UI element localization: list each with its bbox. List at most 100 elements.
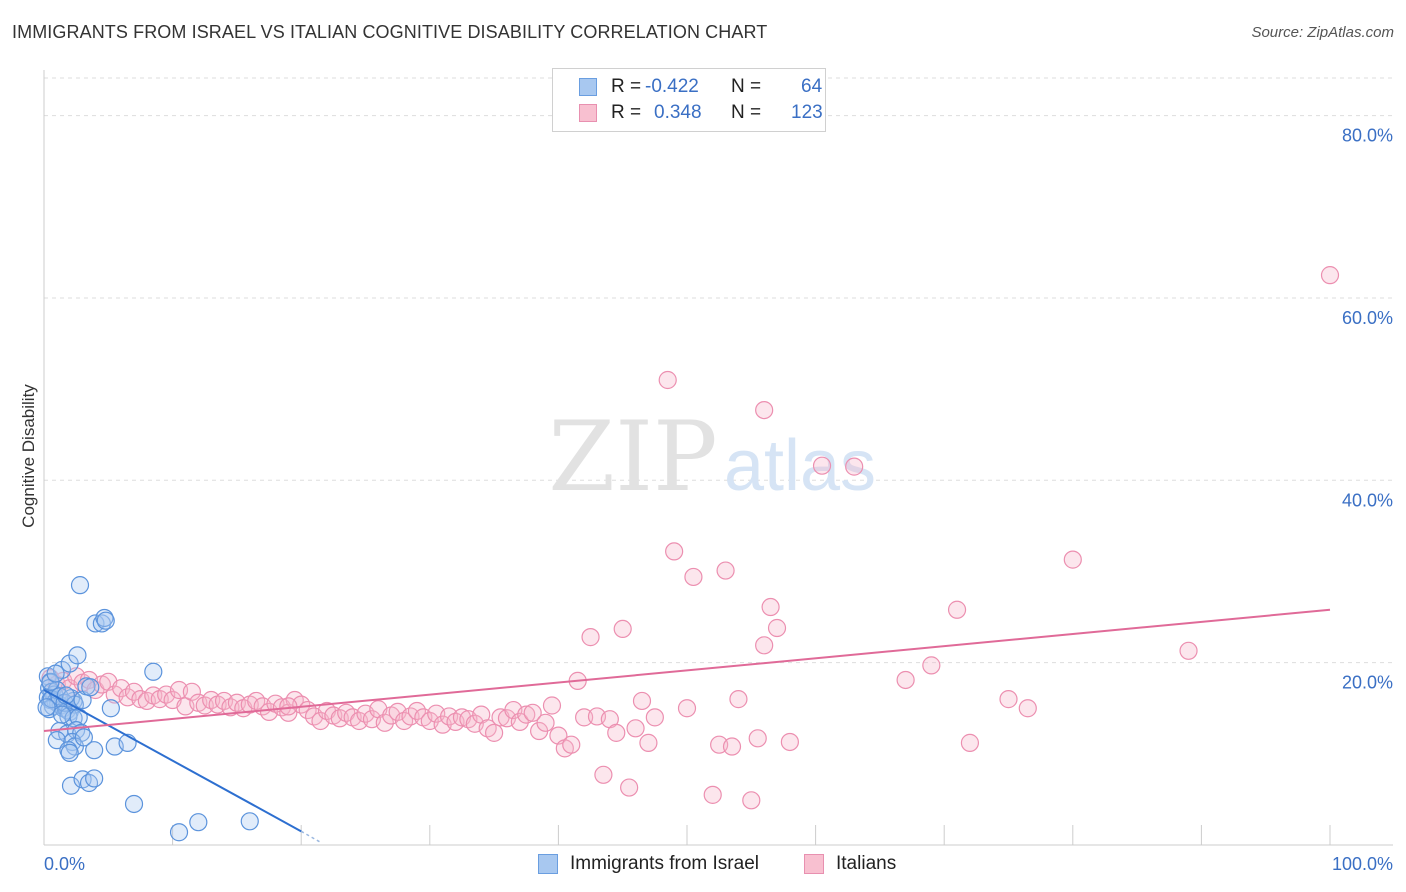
italians-point — [677, 699, 697, 718]
chart-title: IMMIGRANTS FROM ISRAEL VS ITALIAN COGNIT… — [12, 22, 768, 42]
series-italians — [41, 266, 1340, 810]
legend-swatch-pink — [579, 104, 597, 122]
italians-point — [722, 737, 742, 756]
legend-swatch-blue — [579, 78, 597, 96]
italians-point — [182, 682, 201, 701]
italians-point — [626, 719, 645, 738]
italians-point — [575, 708, 594, 727]
legend-n-value: 64 — [801, 76, 823, 97]
italians-point — [632, 691, 652, 711]
italians-point — [645, 708, 664, 727]
bottom-legend-label-israel: Immigrants from Israel — [570, 853, 759, 874]
italians-point — [767, 618, 787, 638]
italians-point — [517, 705, 536, 724]
source-label: Source: ZipAtlas.com — [1251, 24, 1394, 41]
bottom-legend-label-italians: Italians — [836, 853, 897, 874]
legend-r-value: -0.422 — [645, 76, 699, 97]
israel-point — [81, 678, 100, 697]
israel-trend-extension — [300, 830, 321, 843]
italians-point — [947, 600, 967, 619]
italians-point — [999, 690, 1018, 709]
y-tick-label: 80.0% — [1342, 126, 1393, 146]
bottom-legend-swatch-blue — [538, 854, 558, 874]
italians-point — [845, 457, 864, 476]
italians-point — [755, 400, 774, 420]
correlation-legend: R = -0.422 N = 64 R = 0.348 N = 123 — [552, 68, 826, 132]
legend-n-label: N = — [731, 102, 762, 123]
legend-row-israel: R = -0.422 N = 64 — [553, 75, 825, 101]
israel-point — [86, 614, 105, 633]
italians-point — [716, 561, 735, 580]
italians-point — [279, 697, 298, 716]
israel-point — [169, 823, 189, 842]
israel-point — [64, 709, 83, 728]
legend-r-label: R = — [611, 76, 642, 97]
italians-point — [485, 723, 504, 742]
y-axis-label: Cognitive Disability — [19, 384, 38, 528]
italians-point — [658, 370, 677, 390]
watermark: ZIP atlas — [548, 401, 876, 513]
israel-point — [60, 743, 79, 763]
israel-point — [85, 741, 104, 760]
israel-point — [124, 794, 144, 814]
italians-point — [665, 542, 684, 561]
italians-point — [607, 723, 626, 742]
italians-point — [124, 682, 144, 701]
israel-point — [47, 731, 66, 750]
y-tick-label: 20.0% — [1342, 673, 1393, 693]
israel-point — [37, 698, 56, 717]
italians-point — [542, 696, 562, 715]
israel-point — [74, 728, 93, 747]
israel-trend-line — [43, 689, 302, 833]
israel-point — [144, 662, 163, 681]
italians-point — [581, 628, 600, 647]
italians-point — [729, 690, 748, 709]
italians-point — [960, 733, 980, 752]
italians-point — [748, 729, 767, 748]
israel-point — [85, 769, 104, 788]
italians-point — [1320, 266, 1340, 285]
israel-point — [96, 611, 115, 630]
italians-point — [755, 636, 774, 655]
italians-point — [1179, 641, 1198, 660]
italians-point — [1018, 699, 1037, 718]
y-tick-label: 40.0% — [1342, 490, 1393, 510]
italians-trend-line — [43, 608, 1331, 733]
italians-point — [562, 735, 581, 754]
legend-n-value: 123 — [791, 102, 823, 123]
italians-point — [510, 712, 529, 732]
legend-row-italians: R = 0.348 N = 123 — [553, 101, 825, 127]
legend-r-label: R = — [611, 102, 642, 123]
series-israel — [37, 576, 259, 842]
israel-point — [46, 664, 65, 683]
watermark-zip: ZIP — [548, 401, 717, 513]
italians-point — [375, 713, 394, 732]
israel-point — [68, 646, 87, 665]
legend-r-value: 0.348 — [654, 102, 702, 123]
italians-point — [761, 597, 780, 617]
israel-point — [70, 576, 90, 595]
italians-point — [742, 791, 761, 810]
italians-point — [922, 656, 941, 675]
italians-point — [684, 567, 703, 587]
israel-point — [189, 813, 208, 832]
trend-lines — [43, 608, 1331, 843]
y-tick-label: 60.0% — [1342, 308, 1393, 328]
italians-point — [639, 733, 658, 752]
bottom-legend-swatch-pink — [804, 854, 824, 874]
italians-point — [613, 619, 632, 639]
axes — [43, 70, 1393, 846]
israel-point — [240, 812, 259, 831]
x-axis-right-label: 100.0% — [1332, 854, 1393, 874]
legend-n-label: N = — [731, 76, 762, 97]
italians-point — [536, 713, 555, 732]
italians-point — [523, 703, 542, 722]
italians-point — [594, 765, 613, 784]
israel-point — [52, 705, 72, 724]
tick-labels: 20.0% 40.0% 60.0% 80.0% — [1342, 126, 1393, 693]
italians-point — [812, 456, 832, 475]
italians-point — [896, 670, 915, 690]
italians-point — [703, 785, 722, 804]
italians-point — [1063, 550, 1082, 569]
